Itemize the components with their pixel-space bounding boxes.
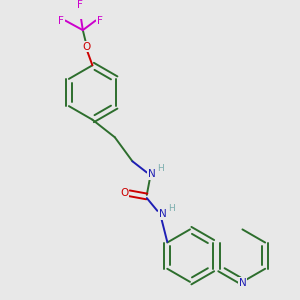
Text: F: F [97,16,102,26]
Text: H: H [168,204,175,213]
Text: N: N [238,278,246,287]
Text: F: F [77,1,82,10]
Text: O: O [82,42,90,52]
Text: H: H [157,164,164,173]
Text: O: O [121,188,129,198]
Text: F: F [58,16,64,26]
Text: N: N [159,209,167,219]
Text: N: N [148,169,155,179]
